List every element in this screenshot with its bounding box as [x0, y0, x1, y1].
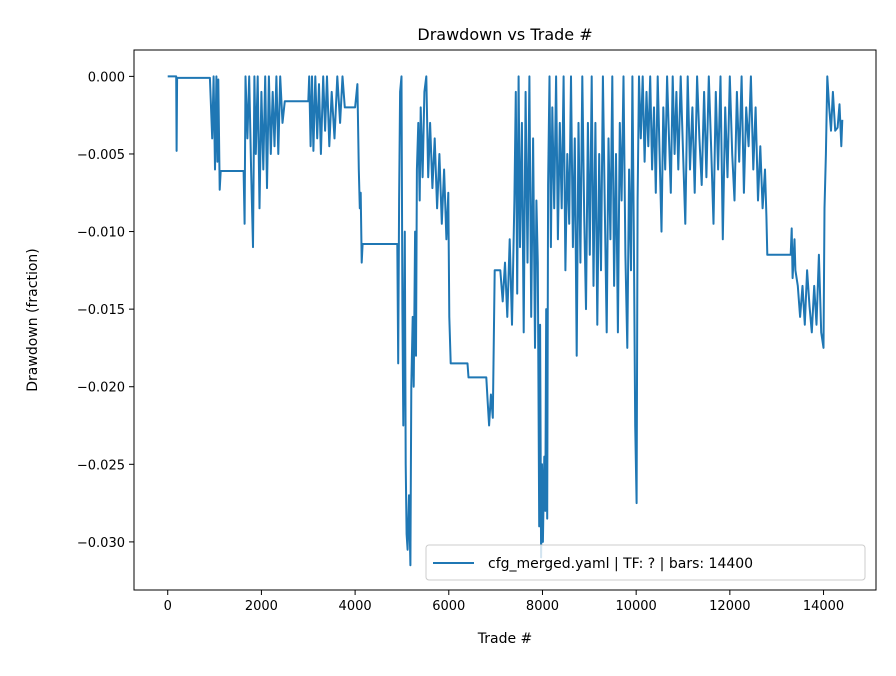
x-tick-label: 10000	[615, 599, 656, 614]
x-tick-label: 6000	[432, 599, 465, 614]
x-tick-label: 14000	[803, 599, 844, 614]
x-axis: 0 2000 4000 6000 8000 10000 12000 14000	[164, 590, 844, 614]
series-line-0	[167, 75, 844, 567]
y-tick-label: −0.020	[77, 381, 125, 396]
x-tick-label: 4000	[339, 599, 372, 614]
x-tick-label: 0	[164, 599, 172, 614]
x-tick-label: 8000	[526, 599, 559, 614]
y-tick-label: −0.005	[77, 148, 125, 163]
y-tick-label: −0.010	[77, 226, 125, 241]
y-tick-label: 0.000	[88, 70, 125, 85]
x-tick-label: 12000	[709, 599, 750, 614]
plot-area	[167, 75, 844, 567]
chart-title: Drawdown vs Trade #	[417, 25, 592, 44]
x-tick-label: 2000	[245, 599, 278, 614]
legend-box	[425, 544, 866, 581]
y-tick-label: −0.030	[77, 536, 125, 551]
y-tick-label: −0.015	[77, 303, 125, 318]
y-tick-label: −0.025	[77, 458, 125, 473]
legend-label: cfg_merged.yaml | TF: ? | bars: 14400	[488, 556, 753, 572]
legend: cfg_merged.yaml | TF: ? | bars: 14400	[425, 544, 866, 581]
y-axis: 0.000 −0.005 −0.010 −0.015 −0.020 −0.025 −0.03…	[77, 70, 134, 551]
axes-frame	[133, 49, 877, 591]
y-axis-label: Drawdown (fraction)	[25, 248, 41, 392]
x-axis-label: Trade #	[477, 631, 533, 647]
